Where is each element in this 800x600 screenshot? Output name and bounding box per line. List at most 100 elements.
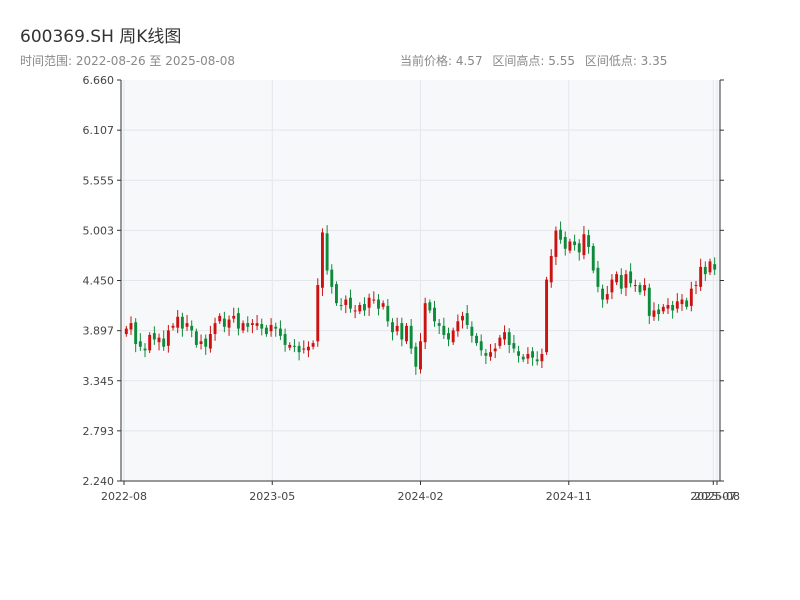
- candle: [685, 297, 689, 310]
- candle: [437, 319, 441, 335]
- candle-body: [269, 324, 273, 332]
- candle-body: [451, 330, 455, 343]
- candle: [330, 264, 334, 294]
- candle: [405, 323, 408, 345]
- candle-body: [190, 325, 194, 331]
- candle: [540, 348, 544, 369]
- candle: [442, 317, 446, 340]
- candle-body: [456, 321, 460, 332]
- candle-body: [377, 299, 380, 309]
- candle-body: [419, 341, 422, 370]
- candle-body: [255, 323, 259, 326]
- candle: [292, 339, 296, 353]
- candle-body: [283, 334, 287, 345]
- candle: [507, 328, 511, 354]
- candle: [596, 260, 600, 293]
- candle: [344, 295, 348, 314]
- range-high: 区间高点: 5.55: [492, 54, 575, 68]
- candle: [479, 334, 483, 356]
- candle-body: [180, 316, 184, 329]
- candle: [138, 333, 142, 351]
- candle-body: [605, 294, 609, 300]
- candle: [619, 268, 623, 295]
- candle: [306, 341, 310, 358]
- candle-body: [540, 353, 544, 362]
- candle: [143, 343, 147, 358]
- candle: [316, 278, 320, 347]
- candle: [414, 342, 418, 375]
- candle-body: [610, 279, 614, 293]
- candle: [409, 319, 413, 354]
- candle: [157, 333, 161, 351]
- candle-body: [498, 337, 502, 346]
- candle-body: [386, 305, 390, 322]
- candle: [671, 300, 675, 319]
- candle: [325, 225, 329, 275]
- candle: [363, 297, 366, 316]
- candle-body: [302, 348, 306, 350]
- candle-body: [143, 348, 147, 351]
- candle-body: [596, 267, 600, 287]
- candle-body: [236, 313, 240, 329]
- candle: [274, 322, 278, 337]
- candle: [288, 342, 292, 351]
- candle: [194, 328, 198, 348]
- candle: [395, 317, 399, 336]
- candle: [180, 312, 184, 337]
- candle-body: [162, 338, 166, 347]
- candle: [236, 307, 240, 336]
- candle: [190, 320, 194, 338]
- candle-body: [512, 343, 516, 349]
- candle: [246, 316, 250, 333]
- range-low: 区间低点: 3.35: [584, 54, 668, 68]
- candle: [447, 327, 450, 347]
- candle-body: [657, 309, 661, 315]
- y-tick-label: 2.793: [83, 425, 115, 438]
- candle-body: [335, 284, 338, 304]
- candle-body: [358, 304, 362, 312]
- candle-body: [433, 307, 436, 322]
- current-price: 当前价格: 4.57: [400, 54, 483, 68]
- candle: [633, 279, 637, 292]
- candle: [493, 343, 497, 359]
- candle: [213, 317, 217, 341]
- candle: [302, 340, 306, 354]
- candle: [708, 258, 712, 276]
- candle-body: [507, 332, 511, 345]
- candle: [232, 307, 236, 323]
- candle-body: [306, 346, 310, 351]
- candle: [484, 348, 488, 364]
- candle: [601, 284, 605, 308]
- candle: [171, 323, 175, 331]
- candle-body: [563, 236, 567, 249]
- candle: [535, 351, 539, 366]
- candle-body: [395, 325, 399, 332]
- candle-body: [461, 315, 464, 321]
- candle-body: [573, 241, 577, 246]
- candle: [699, 258, 703, 291]
- candle-body: [288, 344, 292, 348]
- candle: [582, 226, 586, 260]
- candle: [204, 334, 208, 355]
- candle: [563, 231, 567, 256]
- candle-body: [185, 323, 189, 327]
- candle: [559, 221, 563, 244]
- candle: [269, 318, 273, 337]
- candle: [643, 278, 647, 296]
- candle: [531, 347, 535, 366]
- candle: [638, 282, 642, 296]
- candles: [124, 221, 717, 375]
- candle-body: [414, 346, 418, 367]
- candle-body: [647, 287, 651, 316]
- candle-body: [643, 285, 647, 291]
- candle: [419, 333, 422, 374]
- candle-body: [339, 304, 343, 306]
- candle-body: [316, 285, 320, 342]
- y-tick-label: 2.240: [83, 475, 115, 488]
- candle-body: [138, 341, 142, 347]
- candle-body: [241, 323, 245, 331]
- candle: [297, 341, 301, 361]
- candle: [433, 300, 436, 327]
- candle-body: [218, 315, 222, 322]
- candle-body: [363, 304, 366, 311]
